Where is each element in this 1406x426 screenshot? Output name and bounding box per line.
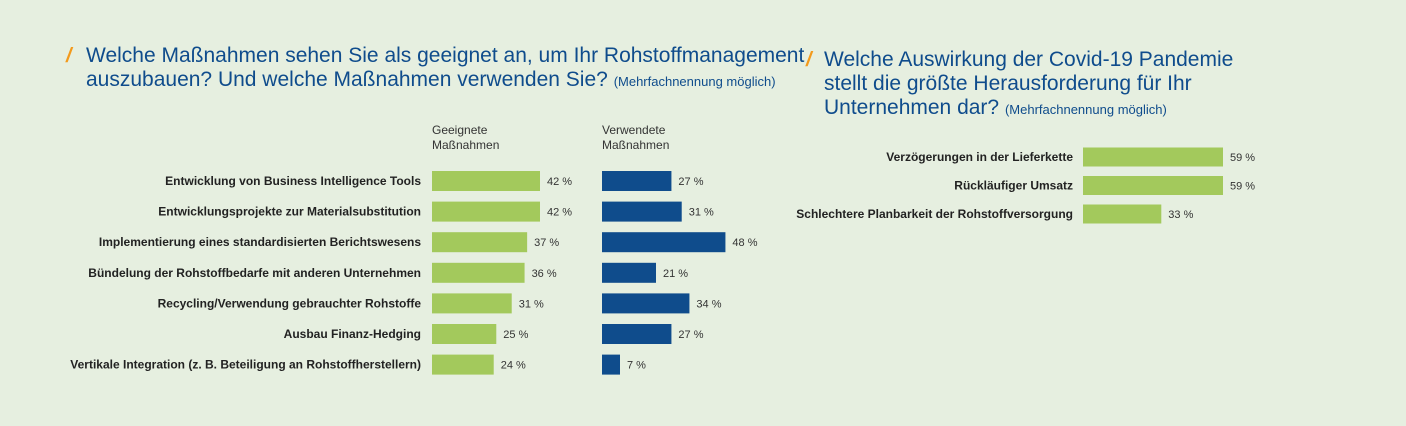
bar: [1083, 147, 1223, 167]
bar: [432, 262, 525, 283]
category-label: Recycling/Verwendung gebrauchter Rohstof…: [158, 296, 422, 310]
bar: [602, 262, 656, 283]
right-title-line3-text: Unternehmen dar?: [824, 96, 1000, 119]
column-header-verwendet-line2: Maßnahmen: [602, 138, 670, 152]
data-label: 27 %: [678, 329, 703, 341]
category-label: Implementierung eines standardisierten B…: [99, 235, 421, 249]
column-header-geeignet-line2: Maßnahmen: [432, 138, 500, 152]
data-label: 37 %: [534, 237, 559, 249]
category-label: Rückläufiger Umsatz: [954, 179, 1073, 193]
data-label: 25 %: [503, 329, 528, 341]
data-label: 24 %: [501, 360, 526, 372]
right-title-line2: stellt die größte Herausforderung für Ih…: [824, 72, 1192, 95]
category-label: Entwicklungsprojekte zur Materialsubstit…: [158, 205, 421, 219]
category-label: Bündelung der Rohstoffbedarfe mit andere…: [88, 266, 421, 280]
bar: [602, 293, 690, 314]
data-label: 31 %: [689, 207, 714, 219]
left-title-line2-text: auszubauen? Und welche Maßnahmen verwend…: [86, 68, 608, 91]
bar: [432, 293, 512, 314]
column-header-geeignet: Geeignete Maßnahmen: [432, 123, 499, 153]
category-label: Schlechtere Planbarkeit der Rohstoffvers…: [796, 207, 1073, 221]
data-label: 59 %: [1230, 181, 1255, 193]
category-label: Vertikale Integration (z. B. Beteiligung…: [70, 358, 421, 372]
bar: [432, 201, 540, 222]
category-label: Entwicklung von Business Intelligence To…: [165, 174, 421, 188]
data-label: 7 %: [627, 360, 646, 372]
left-title-line1: Welche Maßnahmen sehen Sie als geeignet …: [86, 44, 805, 67]
data-label: 34 %: [696, 298, 721, 310]
bar: [602, 171, 672, 191]
bar: [1083, 176, 1223, 195]
bar: [432, 232, 528, 253]
right-title-note: (Mehrfachnennung möglich): [1004, 102, 1167, 117]
data-label: 36 %: [532, 268, 557, 280]
data-label: 31 %: [519, 298, 544, 310]
title-slash-right: /: [806, 49, 812, 71]
bar: [602, 324, 672, 344]
data-label: 27 %: [678, 176, 703, 188]
bar: [432, 324, 497, 344]
data-label: 33 %: [1168, 209, 1193, 221]
title-slash-left: /: [66, 45, 72, 67]
bar: [432, 171, 540, 191]
column-header-geeignet-line1: Geeignete: [432, 123, 488, 137]
column-header-verwendet: Verwendete Maßnahmen: [602, 123, 669, 153]
bar: [602, 201, 682, 222]
right-title-line3: Unternehmen dar? (Mehrfachnennung möglic…: [824, 96, 1233, 122]
category-label: Ausbau Finanz-Hedging: [284, 327, 421, 341]
data-label: 59 %: [1230, 152, 1255, 164]
data-label: 21 %: [663, 268, 688, 280]
data-label: 42 %: [547, 176, 572, 188]
left-chart-title: Welche Maßnahmen sehen Sie als geeignet …: [86, 44, 804, 94]
bar: [602, 354, 620, 375]
left-title-line2: auszubauen? Und welche Maßnahmen verwend…: [86, 68, 804, 94]
data-label: 48 %: [732, 237, 757, 249]
bar: [602, 232, 726, 253]
category-label: Verzögerungen in der Lieferkette: [886, 150, 1073, 164]
data-label: 42 %: [547, 207, 572, 219]
left-title-note: (Mehrfachnennung möglich): [613, 74, 776, 89]
bar: [1083, 204, 1162, 224]
bar: [432, 354, 494, 375]
column-header-verwendet-line1: Verwendete: [602, 123, 666, 137]
right-chart-title: Welche Auswirkung der Covid-19 Pandemie …: [824, 48, 1233, 122]
right-title-line1: Welche Auswirkung der Covid-19 Pandemie: [824, 48, 1234, 71]
